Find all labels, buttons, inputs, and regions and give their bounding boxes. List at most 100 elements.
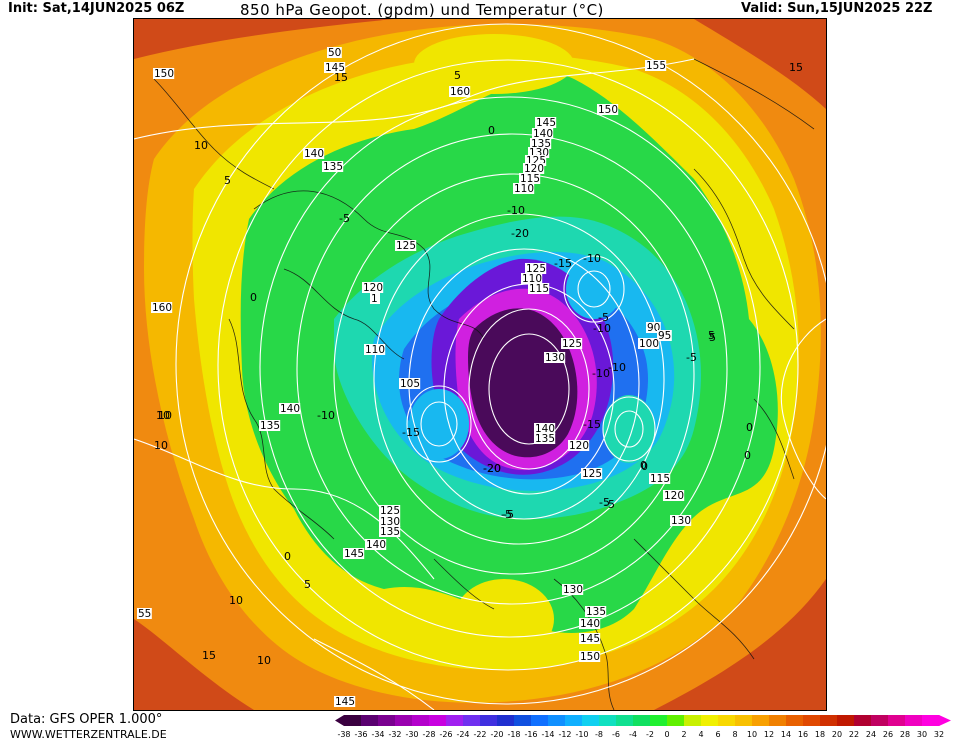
colorbar-swatch bbox=[463, 715, 481, 726]
geopot-label: 105 bbox=[399, 378, 421, 390]
warm-patch-south bbox=[454, 579, 554, 659]
temp-label: -5 bbox=[598, 311, 609, 324]
geopot-label: 120 bbox=[362, 282, 384, 294]
geopot-label: 135 bbox=[322, 161, 344, 173]
temp-label: 5 bbox=[709, 331, 716, 344]
svg-text:140: 140 bbox=[366, 539, 386, 551]
website: WWW.WETTERZENTRALE.DE bbox=[10, 728, 167, 741]
svg-text:135: 135 bbox=[260, 420, 280, 432]
geopot-label: 135 bbox=[259, 420, 281, 432]
colorbar-tick-label: -16 bbox=[524, 730, 537, 739]
temperature-labels: 15 5 0 10 10 5 10 -5 0 -10 -20 -15 -10 -… bbox=[154, 61, 803, 667]
colorbar-tick-label: -24 bbox=[456, 730, 469, 739]
colorbar-tick-label: -28 bbox=[422, 730, 435, 739]
colorbar-swatch bbox=[905, 715, 923, 726]
colorbar-swatch bbox=[497, 715, 515, 726]
map-title: 850 hPa Geopot. (gpdm) und Temperatur (°… bbox=[240, 1, 604, 19]
temp-label: 0 bbox=[250, 291, 257, 304]
geopot-label: 150 bbox=[153, 68, 175, 80]
svg-text:115: 115 bbox=[650, 473, 670, 485]
svg-text:135: 135 bbox=[380, 526, 400, 538]
geopot-label: 120 bbox=[568, 440, 590, 452]
colorbar-swatch bbox=[752, 715, 770, 726]
svg-text:145: 145 bbox=[325, 62, 345, 74]
colorbar-tick-label: 8 bbox=[732, 730, 737, 739]
colorbar-swatch bbox=[667, 715, 685, 726]
svg-text:125: 125 bbox=[562, 338, 582, 350]
svg-text:155: 155 bbox=[646, 60, 666, 72]
colorbar-tick-label: 22 bbox=[849, 730, 859, 739]
svg-text:105: 105 bbox=[400, 378, 420, 390]
colorbar-tick-label: 6 bbox=[715, 730, 720, 739]
geopot-label: 140 bbox=[532, 128, 554, 140]
temp-label: -5 bbox=[339, 212, 350, 225]
temp-label: -5 bbox=[503, 508, 514, 521]
geopot-label: 130 bbox=[544, 352, 566, 364]
temperature-field bbox=[134, 19, 826, 710]
geopot-label: 160 bbox=[449, 86, 471, 98]
temp-label: 5 bbox=[224, 174, 231, 187]
svg-text:160: 160 bbox=[152, 302, 172, 314]
svg-text:120: 120 bbox=[363, 282, 383, 294]
svg-text:120: 120 bbox=[569, 440, 589, 452]
colorbar-tick-label: -4 bbox=[629, 730, 637, 739]
colorbar-swatches bbox=[335, 715, 951, 726]
temp-label: -10 bbox=[583, 252, 601, 265]
svg-text:140: 140 bbox=[580, 618, 600, 630]
map-canvas: 150 145 50 160 155 150 145 140 135 130 1… bbox=[134, 19, 826, 710]
temp-label: 5 bbox=[708, 329, 715, 342]
temp-label: 0 bbox=[284, 550, 291, 563]
geopot-label: 150 bbox=[597, 104, 619, 116]
colorbar-tick-label: 28 bbox=[900, 730, 910, 739]
temp-label: 5 bbox=[454, 69, 461, 82]
colorbar-left-arrow bbox=[335, 715, 344, 726]
geopot-label: 1 bbox=[370, 293, 380, 305]
colorbar-tick-label: 20 bbox=[832, 730, 842, 739]
svg-text:145: 145 bbox=[335, 696, 355, 708]
colorbar-swatch bbox=[446, 715, 464, 726]
geopot-label: 95 bbox=[657, 330, 672, 342]
svg-text:50: 50 bbox=[328, 47, 341, 59]
geopot-label: 135 bbox=[379, 526, 401, 538]
colorbar-tick-label: 32 bbox=[934, 730, 944, 739]
temp-label: -15 bbox=[583, 418, 601, 431]
colorbar-tick-label: -32 bbox=[388, 730, 401, 739]
svg-text:145: 145 bbox=[536, 117, 556, 129]
warm-patch-north bbox=[414, 34, 574, 94]
svg-text:115: 115 bbox=[520, 173, 540, 185]
geopot-label: 135 bbox=[534, 433, 556, 445]
geopot-label: 140 bbox=[365, 539, 387, 551]
geopot-label: 100 bbox=[638, 338, 660, 350]
svg-text:115: 115 bbox=[529, 283, 549, 295]
svg-text:130: 130 bbox=[380, 516, 400, 528]
geopot-label: 120 bbox=[523, 163, 545, 175]
colorbar-swatch bbox=[412, 715, 430, 726]
svg-text:150: 150 bbox=[580, 651, 600, 663]
temp-label: 10 bbox=[194, 139, 208, 152]
colorbar-tick-label: -20 bbox=[490, 730, 503, 739]
svg-text:145: 145 bbox=[580, 633, 600, 645]
colorbar-tick-label: -22 bbox=[473, 730, 486, 739]
temp-label: 10 bbox=[158, 409, 172, 422]
temp-label: -20 bbox=[483, 462, 501, 475]
svg-text:140: 140 bbox=[280, 403, 300, 415]
colorbar-swatch bbox=[616, 715, 634, 726]
svg-text:140: 140 bbox=[533, 128, 553, 140]
svg-text:130: 130 bbox=[671, 515, 691, 527]
geopot-label: 55 bbox=[137, 608, 152, 620]
colorbar-tick-label: 12 bbox=[764, 730, 774, 739]
geopot-label: 130 bbox=[670, 515, 692, 527]
weather-map: 150 145 50 160 155 150 145 140 135 130 1… bbox=[133, 18, 827, 711]
geopot-label: 140 bbox=[579, 618, 601, 630]
svg-text:135: 135 bbox=[586, 606, 606, 618]
geopot-label: 160 bbox=[151, 302, 173, 314]
colorbar-tick-label: -30 bbox=[405, 730, 418, 739]
colorbar-swatch bbox=[650, 715, 668, 726]
colorbar-swatch bbox=[888, 715, 906, 726]
svg-text:150: 150 bbox=[154, 68, 174, 80]
colorbar-swatch bbox=[786, 715, 804, 726]
colorbar-ticks: -38 -36 -34 -32 -30 -28 -26 -24 -22 -20 -18 -16 -14-… bbox=[337, 730, 944, 739]
svg-text:140: 140 bbox=[304, 148, 324, 160]
colorbar-swatch bbox=[378, 715, 396, 726]
colorbar-swatch bbox=[803, 715, 821, 726]
